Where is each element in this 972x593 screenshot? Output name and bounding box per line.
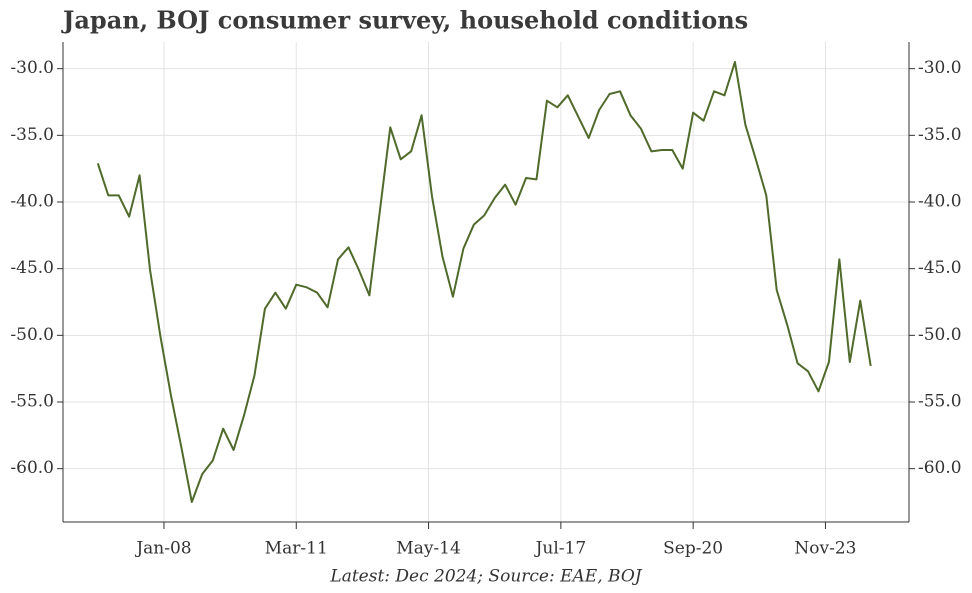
y-tick-label: -50.0 — [10, 325, 54, 345]
y2-tick-label: -55.0 — [918, 392, 962, 412]
x-tick-label: Jan-08 — [134, 539, 191, 559]
chart-title: Japan, BOJ consumer survey, household co… — [61, 6, 748, 35]
x-tick-label: Sep-20 — [663, 539, 723, 559]
y-tick-label: -55.0 — [10, 392, 54, 412]
y-tick-label: -45.0 — [10, 258, 54, 278]
y2-tick-label: -30.0 — [918, 58, 962, 78]
line-series — [96, 61, 872, 503]
x-tick-label: May-14 — [396, 539, 461, 559]
y-tick-label: -60.0 — [10, 458, 54, 478]
x-tick-label: Nov-23 — [794, 539, 856, 559]
x-tick-label: Mar-11 — [265, 539, 328, 559]
y-tick-label: -40.0 — [10, 192, 54, 212]
y2-tick-label: -45.0 — [918, 258, 962, 278]
y2-tick-label: -50.0 — [918, 325, 962, 345]
footer: Latest: Dec 2024; Source: EAE, BOJ — [329, 567, 642, 587]
y2-tick-label: -60.0 — [918, 458, 962, 478]
y-tick-label: -35.0 — [10, 125, 54, 145]
x-tick-label: Jul-17 — [534, 539, 587, 559]
y-tick-label: -30.0 — [10, 58, 54, 78]
y2-tick-label: -35.0 — [918, 125, 962, 145]
y2-tick-label: -40.0 — [918, 192, 962, 212]
